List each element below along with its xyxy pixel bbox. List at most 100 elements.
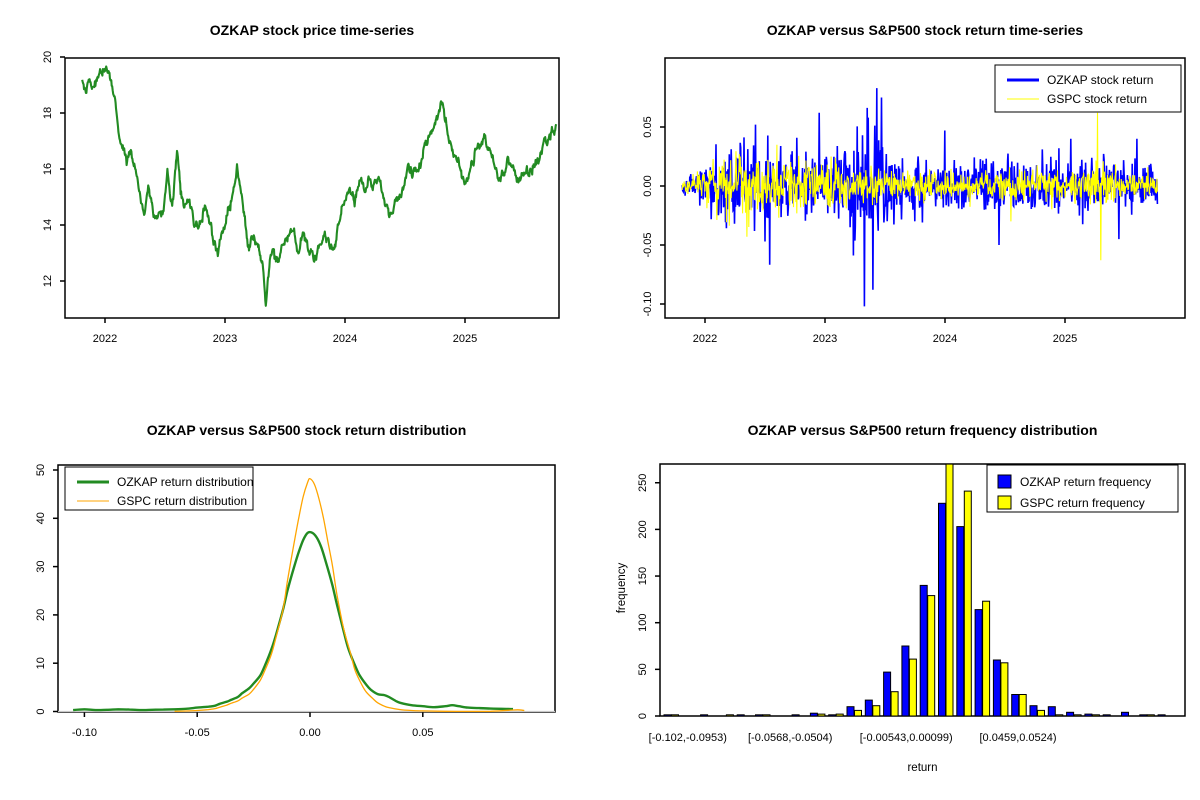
hist-bar-ozkap [1047, 706, 1056, 717]
returns-chart-title: OZKAP versus S&P500 stock return time-se… [766, 22, 1084, 38]
returns-legend-label: OZKAP stock return [1047, 73, 1153, 87]
hist-bar-ozkap [1066, 711, 1075, 717]
x-tick-label: 2023 [813, 333, 837, 345]
density-legend-label: GSPC return distribution [117, 494, 247, 508]
y-tick-label: 50 [35, 464, 47, 476]
hist-bar-gspc [1018, 694, 1027, 717]
hist-bar-gspc [927, 595, 936, 717]
density-chart-canvas: -0.10 -0.05 0.00 0.05 0 10 20 30 40 50 OZKAP retur… [35, 464, 556, 739]
hist-bar-ozkap [663, 714, 672, 717]
x-tick-label: -0.05 [185, 727, 210, 739]
returns-legend-box [994, 64, 1182, 113]
y-tick-label: 40 [35, 512, 47, 524]
y-tick-label: 20 [42, 51, 54, 63]
plot-border [64, 57, 560, 319]
density-curve-ozkap [72, 530, 514, 712]
hist-bar-gspc [1000, 662, 1009, 717]
hist-bar-ozkap [1011, 694, 1020, 717]
histogram-legend-label: GSPC return frequency [1020, 496, 1145, 510]
x-tick-label: 2022 [693, 333, 717, 345]
hist-bar-gspc [725, 714, 734, 717]
hist-bar-ozkap [864, 699, 873, 717]
x-tick-label: 2025 [1053, 333, 1077, 345]
hist-bar-gspc [963, 490, 972, 717]
panel-histogram-chart: 0 50 100 150 200 250 [-0.102,-0.0953) [-0.0568,… [600, 400, 1200, 800]
hist-bar-gspc [908, 658, 917, 717]
density-legend-label: OZKAP return distribution [117, 475, 254, 489]
histogram-chart-canvas: 0 50 100 150 200 250 [-0.102,-0.0953) [-0.0568,… [637, 463, 1186, 744]
bin-label: [-0.00543,0.00099) [860, 732, 953, 744]
y-tick-label: 16 [42, 163, 54, 175]
hist-bar-ozkap [809, 712, 818, 717]
x-tick-label: 0.00 [299, 727, 320, 739]
panel-density-chart: -0.10 -0.05 0.00 0.05 0 10 20 30 40 50 OZKAP retur… [0, 400, 600, 800]
hist-bar-ozkap [700, 714, 709, 717]
price-line-ozkap [81, 65, 558, 307]
returns-chart-canvas: 2022 2023 2024 2025 0.05 0.00 -0.05 -0.10 OZKAP … [642, 57, 1186, 345]
hist-bar-gspc [945, 463, 954, 717]
hist-bar-ozkap [846, 706, 855, 717]
hist-bar-ozkap [755, 714, 763, 717]
y-tick-label: -0.10 [642, 291, 654, 316]
x-tick-label: 2024 [933, 333, 957, 345]
bin-label: [-0.0568,-0.0504) [748, 732, 832, 744]
x-tick-label: -0.10 [72, 727, 97, 739]
y-tick-label: 50 [637, 663, 649, 675]
hist-bar-gspc [671, 714, 679, 717]
y-tick-label: 0 [637, 713, 649, 719]
hist-bar-ozkap [992, 659, 1001, 717]
x-tick-label: 2022 [93, 333, 117, 345]
y-tick-label: 150 [637, 567, 649, 585]
hist-bar-gspc [1037, 709, 1045, 717]
hist-bar-ozkap [1157, 714, 1166, 717]
density-chart-title: OZKAP versus S&P500 stock return distrib… [146, 422, 467, 438]
hist-bar-ozkap [974, 609, 983, 717]
hist-bar-ozkap [1102, 714, 1111, 717]
histogram-legend-label: OZKAP return frequency [1020, 475, 1151, 489]
hist-bar-gspc [762, 714, 771, 717]
y-tick-label: 30 [35, 560, 47, 572]
histogram-legend-box [986, 464, 1179, 513]
returns-line-gspc [681, 112, 1158, 261]
hist-bar-ozkap [956, 526, 965, 717]
x-tick-label: 0.05 [412, 727, 433, 739]
x-tick-label: 2025 [453, 333, 477, 345]
y-tick-label: 250 [637, 474, 649, 492]
y-tick-label: 0 [35, 708, 47, 714]
y-tick-label: 12 [42, 275, 54, 287]
histogram-legend-swatch [997, 474, 1012, 489]
y-tick-label: 20 [35, 609, 47, 621]
plot-border [664, 57, 1186, 319]
y-tick-label: 18 [42, 107, 54, 119]
hist-bar-ozkap [791, 714, 800, 717]
y-tick-label: 200 [637, 520, 649, 538]
hist-bar-gspc [1091, 714, 1100, 717]
hist-bar-gspc [982, 600, 991, 717]
panel-price-chart: 2022 2023 2024 2025 12 14 16 18 20 OZKAP stock p… [0, 0, 600, 400]
y-tick-label: 0.05 [642, 116, 654, 137]
histogram-xlabel: return [907, 762, 938, 774]
price-chart-title: OZKAP stock price time-series [209, 22, 415, 38]
hist-bar-ozkap [1139, 714, 1148, 717]
hist-bar-ozkap [883, 671, 892, 717]
returns-legend-label: GSPC stock return [1047, 92, 1147, 106]
hist-bar-ozkap [736, 714, 745, 717]
hist-bar-ozkap [1121, 711, 1129, 717]
y-tick-label: -0.05 [642, 232, 654, 257]
density-curve-gspc [174, 477, 525, 713]
panel-returns-chart: 2022 2023 2024 2025 0.05 0.00 -0.05 -0.10 OZKAP … [600, 0, 1200, 400]
hist-bar-gspc [1055, 714, 1064, 717]
price-chart-canvas: 2022 2023 2024 2025 12 14 16 18 20 [42, 51, 560, 345]
hist-bar-ozkap [938, 502, 946, 717]
y-tick-label: 10 [35, 657, 47, 669]
density-legend-box [64, 466, 254, 511]
hist-bar-ozkap [919, 584, 928, 717]
y-tick-label: 0.00 [642, 175, 654, 196]
histogram-ylabel: frequency [616, 562, 628, 614]
hist-bar-ozkap [828, 714, 837, 717]
hist-bar-ozkap [901, 645, 910, 717]
histogram-legend-swatch [997, 495, 1012, 510]
x-tick-label: 2024 [333, 333, 357, 345]
hist-bar-gspc [1146, 714, 1155, 717]
